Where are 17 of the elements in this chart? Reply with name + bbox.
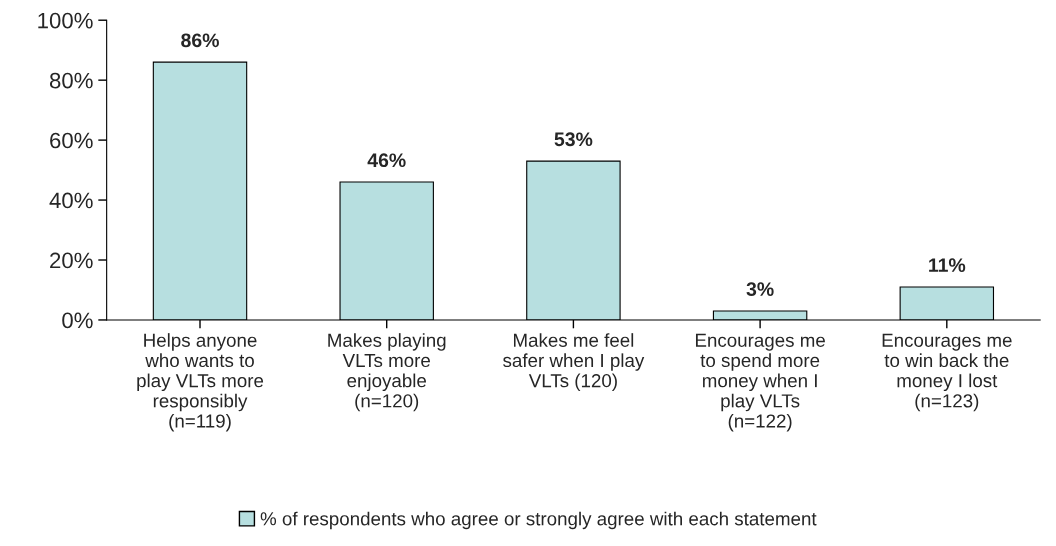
y-tick-label: 0% [62,312,93,329]
text: 3% [746,282,774,297]
x-tick-label: Makes playing VLTs more enjoyable (n=120) [328,333,446,412]
x-tick-label: Encourages me to win back the money I lost (n=123) [882,333,1012,412]
y-tick-label: 80% [49,72,93,89]
y-tick-label: 40% [49,192,93,209]
text: 53% [554,132,593,147]
x-tick-label: Makes me feel safer when I play VLTs (120) [503,333,645,392]
text: 11% [929,258,966,272]
legend-label: % of respondents who agree or strongly agree with each statement [260,511,817,530]
y-tick-label: 100% [38,12,93,29]
y-tick-label: 20% [50,252,93,269]
x-tick-label: Encourages me to spend more money when I play VLTs (n=122) [695,333,825,432]
x-tick-label: Helps anyone who wants to play VLTs more responsibly (n=119) [137,333,264,432]
text: 46% [367,153,406,168]
text: 86% [181,33,219,48]
y-tick-label: 60% [50,132,93,149]
